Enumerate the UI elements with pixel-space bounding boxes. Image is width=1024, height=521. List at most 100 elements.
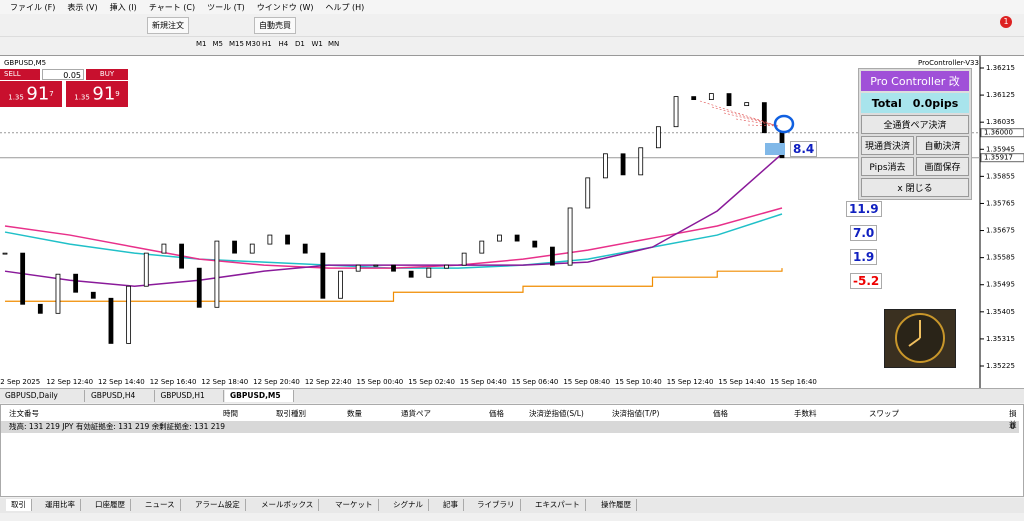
chart-tab[interactable]: GBPUSD,M5 [225,390,294,402]
terminal-tab[interactable]: 操作履歴 [596,499,637,511]
chart-tab[interactable]: GBPUSD,H1 [156,390,225,402]
close-current-button[interactable]: 現通貨決済 [861,136,914,155]
price-prefix: 1.35 [74,94,90,102]
lot-input[interactable]: 0.05 [42,69,84,80]
candle [74,274,78,292]
menu-item[interactable]: チャート (C) [149,2,195,13]
terminal-tab[interactable]: ライブラリ [472,499,521,511]
terminal-tab[interactable]: 取引 [6,499,32,511]
timeframe-button[interactable]: H1 [262,40,272,48]
chart-tab[interactable]: GBPUSD,Daily [0,390,85,402]
chart-symbol: GBPUSD,M5 [4,59,46,67]
menu-bar: ファイル (F) 表示 (V) 挿入 (I) チャート (C) ツール (T) ウインドウ… [0,0,1024,14]
candle [621,154,625,175]
terminal-tab[interactable]: 運用比率 [40,499,81,511]
chart-tab[interactable]: GBPUSD,H4 [86,390,155,402]
menu-item[interactable]: ツール (T) [207,2,245,13]
candle [392,265,396,271]
column-header: 損益 [1009,408,1023,430]
candle [586,178,590,208]
candle [444,265,448,268]
candle [409,271,413,277]
pips-label: 8.4 [790,141,817,157]
candle [427,268,431,277]
panel-total: Total 0.0pips [861,93,969,113]
column-header: 価格 [713,408,728,419]
time-tick-label: 15 Sep 06:40 [512,378,559,386]
timeframe-button[interactable]: W1 [312,40,323,48]
moving-average [5,208,782,268]
notification-badge[interactable]: 1 [1000,16,1012,28]
toolbar: 新規注文 自動売買 1 [0,14,1024,37]
terminal-tab[interactable]: エキスパート [530,499,586,511]
terminal-tab[interactable]: 口座履歴 [90,499,131,511]
price-main: 91 [26,84,49,105]
terminal-tab[interactable]: マーケット [330,499,379,511]
candle [21,253,25,304]
candle [250,244,254,253]
pro-controller-panel: Pro Controller 改 Total 0.0pips 全通貨ペア決済 現… [858,68,972,200]
timeframe-button[interactable]: M15 [229,40,244,48]
candle [162,244,166,253]
candle [639,148,643,175]
menu-item[interactable]: ヘルプ (H) [325,2,364,13]
save-screen-button[interactable]: 画面保存 [916,157,969,176]
time-tick-label: 12 Sep 2025 [0,378,40,386]
panel-title: Pro Controller 改 [861,71,969,91]
close-panel-button[interactable]: x 閉じる [861,178,969,197]
timeframe-button[interactable]: D1 [295,40,305,48]
price-tick-label: 1.35495 [986,281,1015,289]
close-all-button[interactable]: 全通貨ペア決済 [861,115,969,134]
timeframe-button[interactable]: MN [328,40,339,48]
sell-button[interactable]: 1.35 917 [0,81,62,107]
menu-item[interactable]: ファイル (F) [10,2,55,13]
candle [356,265,360,271]
time-tick-label: 15 Sep 02:40 [408,378,455,386]
price-tick-label: 1.35315 [986,335,1015,343]
pips-label: -5.2 [850,273,882,289]
terminal-tab[interactable]: シグナル [388,499,429,511]
timeframe-button[interactable]: M1 [196,40,207,48]
buy-button[interactable]: 1.35 919 [66,81,128,107]
auto-trading-button[interactable]: 自動売買 [254,17,296,34]
fan-line [712,107,778,126]
candle [109,298,113,343]
terminal-tab[interactable]: メールボックス [256,499,319,511]
terminal-tab[interactable]: 記事 [438,499,464,511]
candle [480,241,484,253]
candle [215,241,219,307]
terminal-tab[interactable]: ニュース [140,499,181,511]
marker-circle [775,116,793,132]
timeframe-button[interactable]: H4 [279,40,289,48]
menu-item[interactable]: 挿入 (I) [110,2,137,13]
candle [692,97,696,100]
candle [762,103,766,133]
price-tick-label: 1.35675 [986,227,1015,235]
price-tick-label: 1.35765 [986,199,1015,207]
price-line-label: 1.35917 [984,154,1013,162]
new-order-button[interactable]: 新規注文 [147,17,189,34]
column-header: 価格 [489,408,504,419]
terminal-tab[interactable]: アラーム設定 [190,499,246,511]
menu-item[interactable]: ウインドウ (W) [257,2,314,13]
candle [127,286,131,343]
sell-label[interactable]: SELL [0,69,40,80]
price-tick-label: 1.36215 [986,64,1015,72]
terminal: 残高: 131 219 JPY 有効証拠金: 131 219 余剰証拠金: 13… [0,404,1024,497]
time-tick-label: 12 Sep 18:40 [201,378,248,386]
column-header: 数量 [347,408,362,419]
candle [603,154,607,178]
menu-item[interactable]: 表示 (V) [67,2,97,13]
price-tick-label: 1.35405 [986,308,1015,316]
buy-label[interactable]: BUY [86,69,128,80]
time-tick-label: 12 Sep 12:40 [46,378,93,386]
clear-pips-button[interactable]: Pips消去 [861,157,914,176]
candle [656,127,660,148]
timeframe-button[interactable]: M5 [213,40,224,48]
time-tick-label: 15 Sep 10:40 [615,378,662,386]
timeframe-button[interactable]: M30 [246,40,261,48]
auto-close-button[interactable]: 自動決済 [916,136,969,155]
price-tick-label: 1.35225 [986,362,1015,370]
candle [339,271,343,298]
